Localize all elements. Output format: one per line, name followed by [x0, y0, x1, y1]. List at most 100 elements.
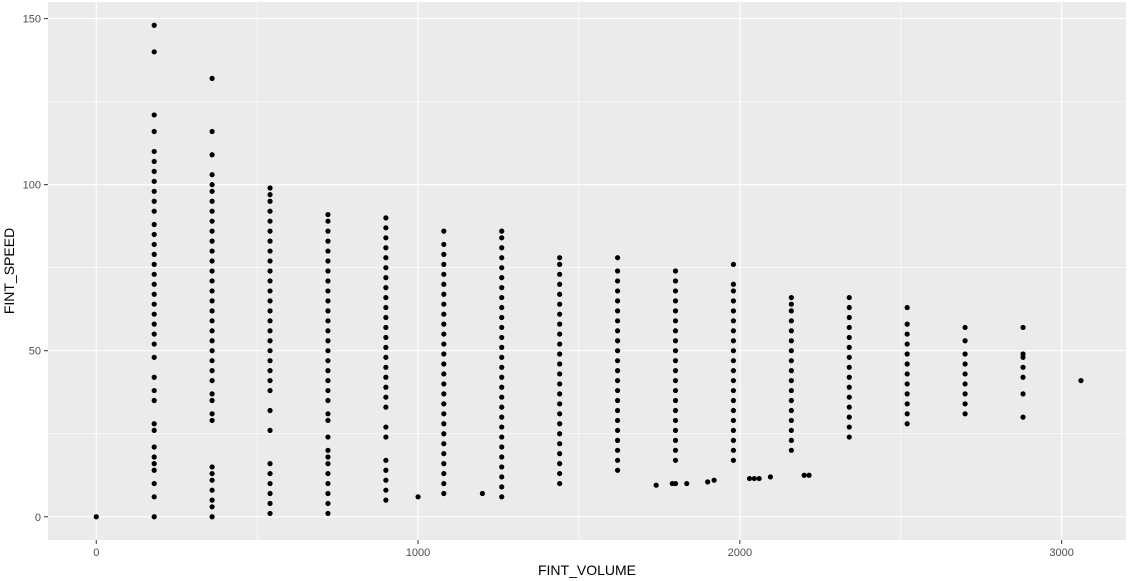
data-point — [441, 281, 447, 287]
data-point — [614, 397, 621, 404]
data-point — [788, 328, 794, 334]
data-point — [151, 397, 157, 404]
data-point — [788, 427, 794, 434]
data-point — [209, 218, 215, 224]
data-point — [499, 494, 505, 500]
data-point — [151, 261, 157, 267]
data-point — [209, 391, 215, 397]
data-point — [730, 417, 737, 424]
data-point — [441, 341, 447, 347]
data-point — [151, 331, 157, 337]
data-point — [151, 444, 157, 450]
data-point — [962, 411, 968, 417]
data-point — [904, 401, 910, 407]
data-point — [1020, 414, 1026, 420]
data-point — [209, 172, 215, 178]
data-point — [711, 477, 717, 483]
data-point — [846, 314, 852, 321]
data-point — [846, 354, 852, 360]
data-point — [846, 294, 852, 301]
data-point — [730, 387, 737, 394]
data-point — [209, 268, 215, 274]
data-point — [383, 364, 389, 370]
data-point — [267, 238, 273, 244]
data-point — [325, 228, 331, 234]
data-point — [730, 318, 737, 324]
data-point — [788, 348, 794, 354]
data-point — [788, 368, 794, 374]
data-point — [614, 348, 621, 354]
data-point — [672, 377, 679, 384]
data-point — [151, 158, 157, 165]
data-point — [209, 198, 215, 204]
data-point — [151, 427, 157, 434]
data-point — [209, 368, 215, 374]
data-point — [441, 470, 447, 477]
data-point — [672, 308, 679, 314]
data-point — [267, 258, 273, 264]
data-point — [904, 361, 910, 367]
data-point — [209, 348, 215, 354]
data-point — [325, 211, 331, 218]
data-point — [962, 371, 968, 377]
data-point — [267, 387, 273, 394]
data-point — [962, 351, 968, 357]
data-point — [383, 275, 389, 281]
data-point — [383, 285, 389, 291]
data-point — [267, 338, 273, 344]
data-point — [325, 298, 331, 304]
data-point — [499, 354, 505, 360]
data-point — [209, 470, 215, 477]
data-point — [325, 397, 331, 404]
data-point — [383, 374, 389, 380]
data-point — [499, 255, 505, 261]
data-point — [383, 314, 389, 321]
data-point — [267, 348, 273, 354]
data-point — [614, 278, 621, 284]
data-point — [267, 192, 273, 198]
data-point — [788, 294, 794, 301]
data-point — [267, 427, 273, 434]
data-point — [325, 268, 331, 274]
data-point — [441, 441, 447, 447]
data-point — [672, 358, 679, 364]
data-point — [325, 490, 331, 497]
data-point — [325, 470, 331, 477]
data-point — [267, 308, 273, 314]
data-point — [267, 510, 273, 517]
data-point — [499, 384, 505, 390]
data-point — [267, 328, 273, 334]
data-point — [904, 341, 910, 347]
data-point — [1020, 391, 1026, 397]
data-point — [151, 494, 157, 500]
data-point — [325, 387, 331, 394]
data-point — [267, 298, 273, 304]
data-point — [151, 321, 157, 327]
data-point — [325, 358, 331, 364]
data-point — [267, 268, 273, 274]
data-point — [557, 321, 563, 327]
y-axis-title: FINT_SPEED — [1, 228, 17, 314]
data-point — [614, 268, 621, 274]
data-point — [383, 294, 389, 301]
data-point — [614, 377, 621, 384]
data-point — [499, 235, 505, 241]
data-point — [557, 441, 563, 447]
data-point — [904, 391, 910, 397]
data-point — [614, 407, 621, 414]
data-point — [325, 288, 331, 294]
data-point — [614, 318, 621, 324]
data-point — [267, 218, 273, 224]
data-point — [383, 304, 389, 311]
data-point — [499, 314, 505, 321]
data-point — [846, 384, 852, 390]
data-point — [151, 454, 157, 460]
data-point — [672, 288, 679, 294]
data-point — [499, 394, 505, 400]
data-point — [209, 338, 215, 344]
data-point — [325, 454, 331, 460]
data-point — [209, 298, 215, 304]
data-point — [499, 474, 505, 480]
data-point — [267, 198, 273, 204]
data-point — [962, 361, 968, 367]
